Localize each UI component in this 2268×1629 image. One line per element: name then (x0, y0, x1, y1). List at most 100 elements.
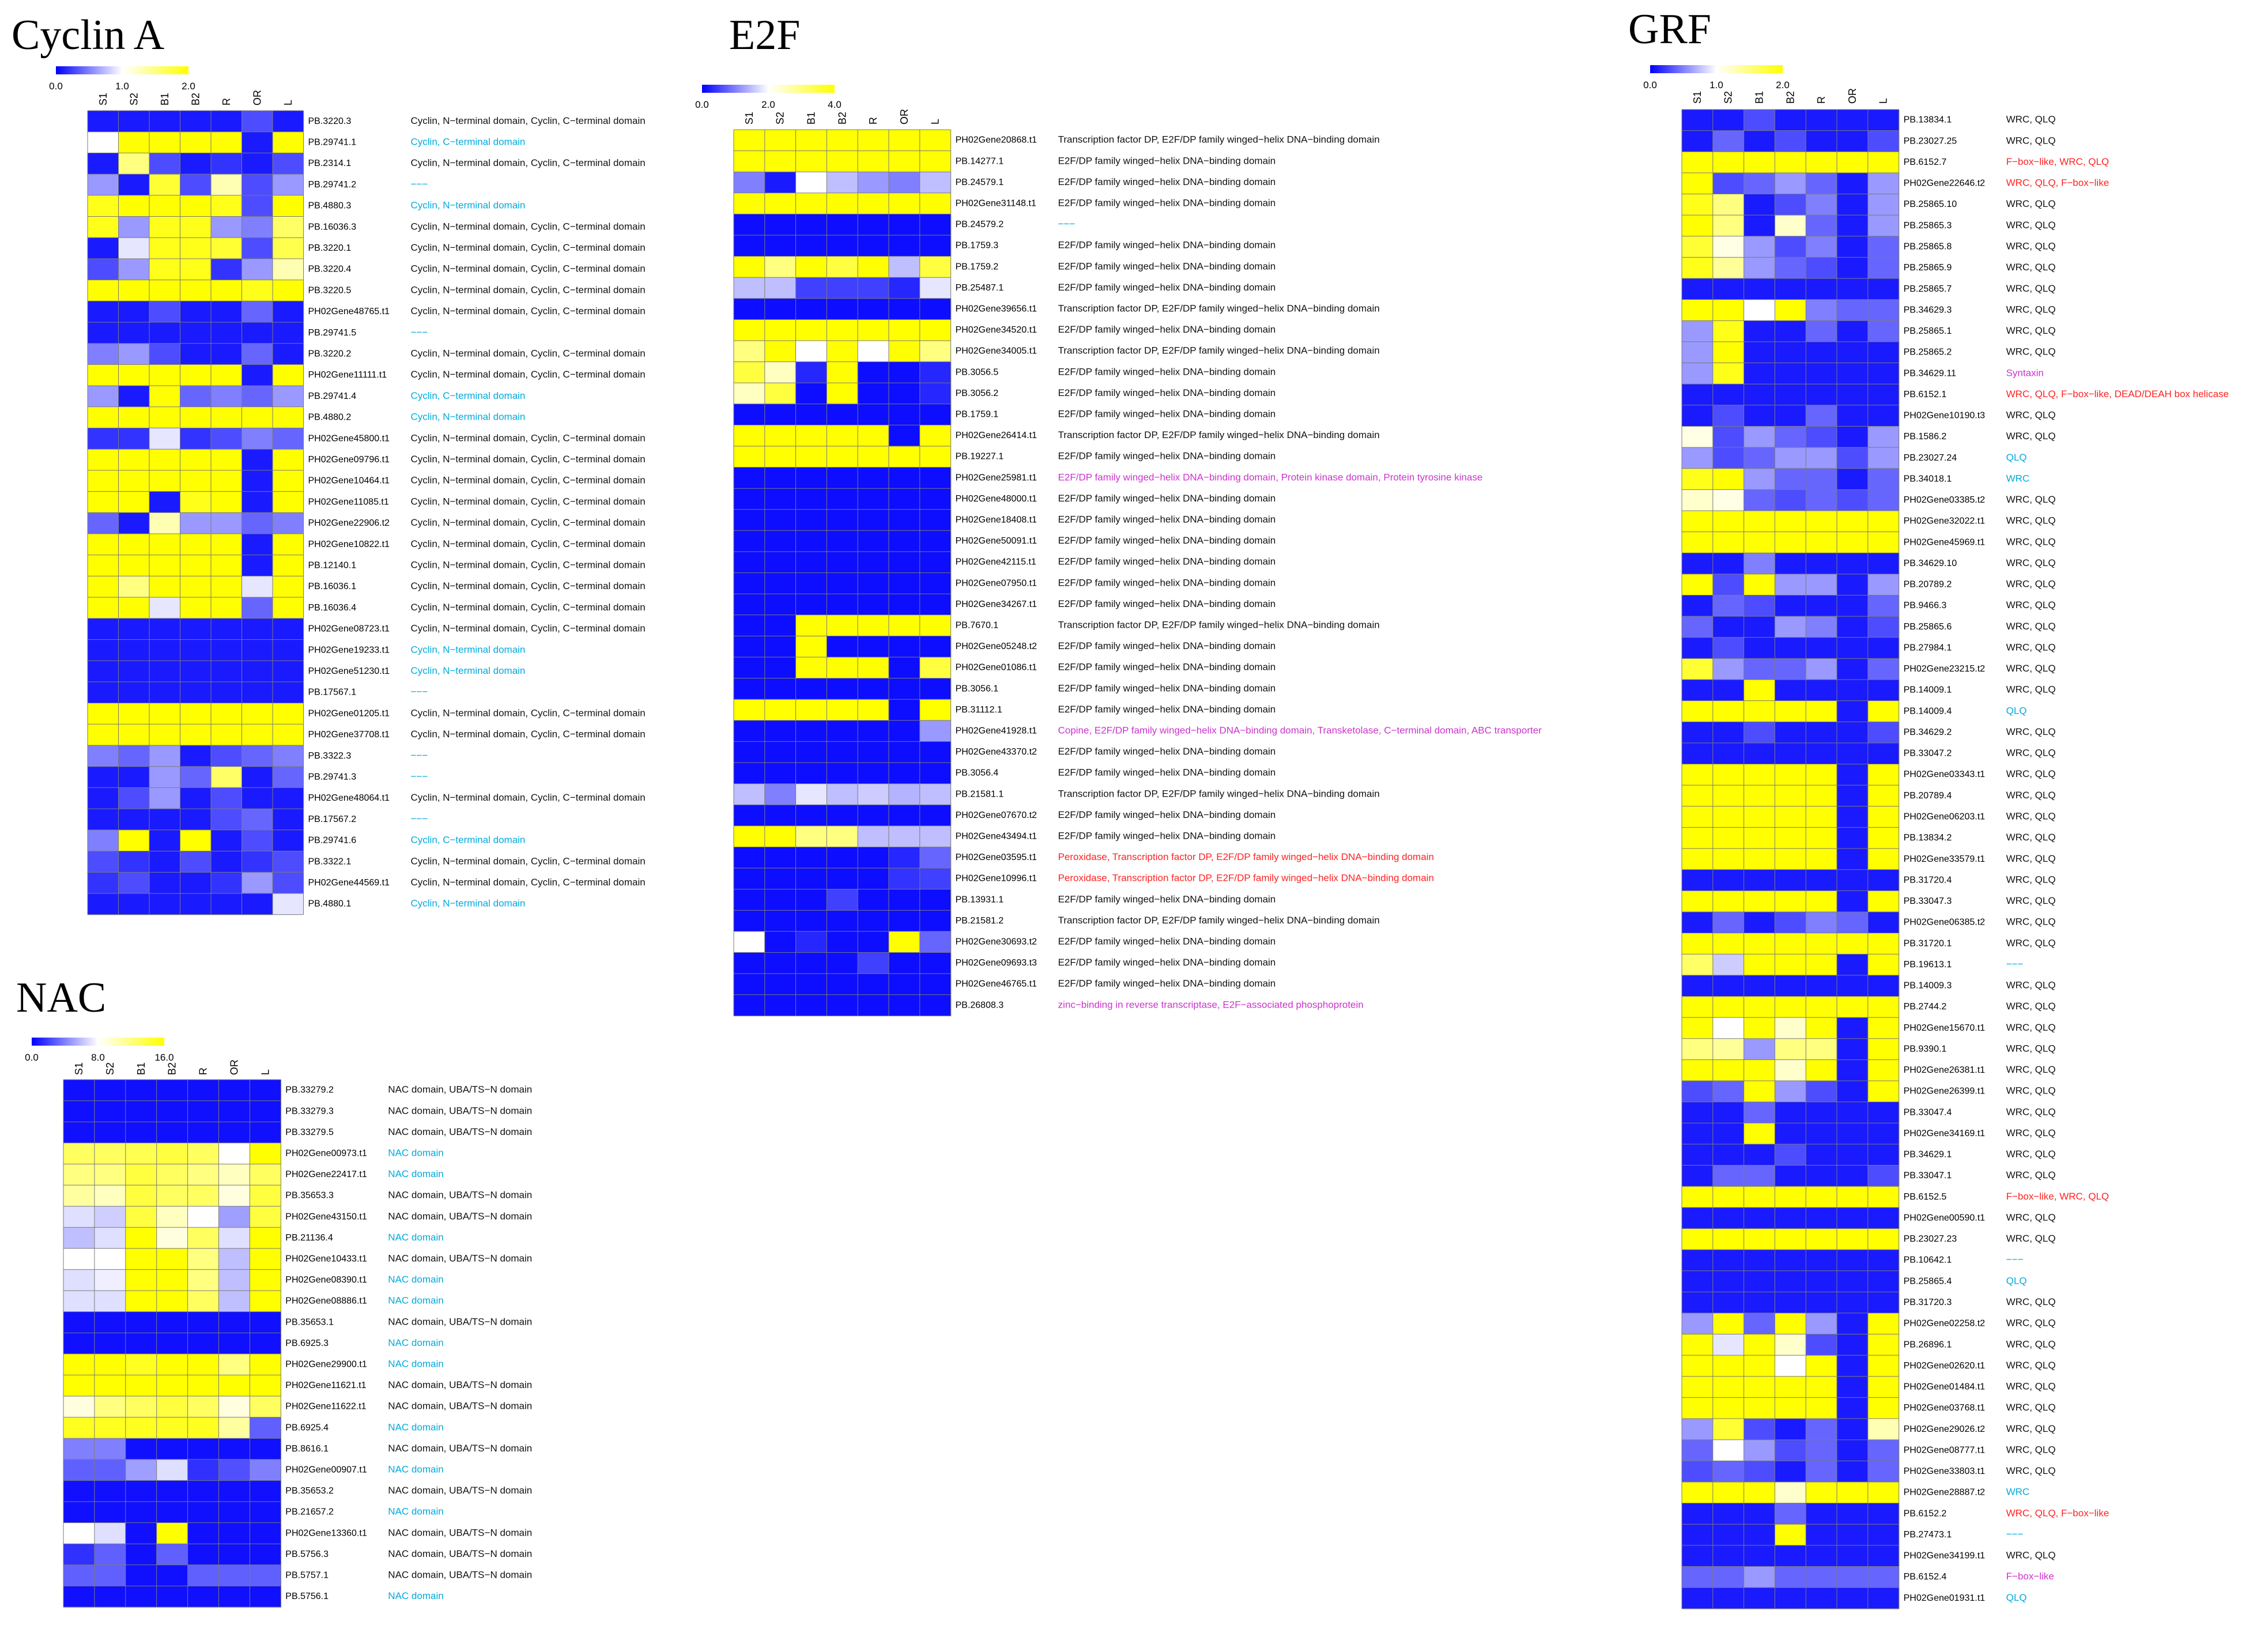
heatmap-cell (1682, 1334, 1714, 1356)
heatmap-cell (180, 809, 212, 831)
heatmap-cell (764, 488, 797, 510)
heatmap-cell (1775, 1123, 1806, 1145)
row-annotation: Cyclin, N−terminal domain, Cyclin, C−ter… (411, 855, 646, 866)
row-annotation: WRC, QLQ (2006, 1128, 2056, 1138)
heatmap-cell (764, 763, 797, 785)
heatmap-cell (919, 594, 952, 616)
heatmap-cell (1775, 405, 1806, 427)
heatmap-cell (734, 952, 765, 974)
heatmap-cell (1867, 700, 1900, 722)
heatmap-cell (764, 974, 797, 996)
heatmap-cell (1806, 595, 1837, 617)
heatmap-cell (1867, 510, 1900, 533)
row-annotation: WRC, QLQ (2006, 410, 2056, 421)
row-label: PB.27473.1 (1904, 1530, 1952, 1540)
row-annotation: WRC, QLQ (2006, 811, 2056, 822)
heatmap-cell (118, 724, 150, 746)
heatmap-cell (1744, 130, 1775, 152)
heatmap-cell (1682, 1207, 1714, 1229)
heatmap-cell (241, 661, 273, 682)
row-label: PB.29741.2 (308, 180, 357, 190)
heatmap-cell (1867, 130, 1900, 152)
heatmap-cell (1775, 489, 1806, 511)
heatmap-cell (919, 319, 952, 341)
heatmap-cell (919, 404, 952, 425)
heatmap-cell (1712, 891, 1745, 912)
heatmap-cell (858, 974, 889, 996)
row-annotation: WRC, QLQ (2006, 536, 2056, 547)
heatmap-cell (919, 974, 952, 996)
column-label: OR (899, 109, 910, 125)
row-label: PB.14277.1 (956, 156, 1004, 166)
heatmap-cell (1712, 616, 1745, 638)
heatmap-cell (88, 534, 119, 556)
row-label: PH02Gene08723.t1 (308, 624, 390, 634)
heatmap-cell (858, 256, 889, 278)
row-annotation: WRC, QLQ (2006, 220, 2056, 231)
row-label: PB.25865.10 (1904, 199, 1957, 209)
heatmap-cell (1837, 1376, 1869, 1398)
heatmap-cell (1837, 1461, 1869, 1483)
heatmap-cell (1806, 531, 1837, 553)
heatmap-cell (241, 449, 273, 471)
heatmap-cell (1837, 1123, 1869, 1145)
heatmap-cell (1744, 215, 1775, 237)
heatmap-cell (241, 597, 273, 619)
heatmap-cell (273, 681, 304, 704)
row-label: PB.26896.1 (1904, 1340, 1952, 1349)
row-annotation: NAC domain, UBA/TS−N domain (388, 1253, 532, 1264)
row-label: PH02Gene48765.t1 (308, 307, 390, 316)
heatmap-cell (1867, 384, 1900, 406)
row-annotation: −−− (411, 750, 428, 761)
heatmap-cell (1867, 1080, 1900, 1103)
heatmap-cell (273, 343, 304, 365)
row-annotation: Cyclin, N−terminal domain, Cyclin, C−ter… (411, 538, 646, 549)
heatmap-cell (1806, 1313, 1837, 1335)
legend-tick-label: 1.0 (1710, 80, 1723, 90)
heatmap-cell (1867, 891, 1900, 912)
row-label: PH02Gene25981.t1 (956, 473, 1037, 482)
heatmap-cell (858, 699, 889, 721)
row-annotation: WRC, QLQ (2006, 283, 2056, 294)
heatmap-cell (1806, 447, 1837, 469)
heatmap-cell (250, 1142, 281, 1164)
heatmap-cell (858, 341, 889, 363)
heatmap-cell (1806, 1207, 1837, 1229)
heatmap-cell (1837, 616, 1869, 638)
heatmap-cell (889, 636, 920, 658)
heatmap-cell (764, 235, 797, 257)
heatmap-cell (273, 893, 304, 915)
heatmap-cell (187, 1164, 220, 1186)
row-label: PH02Gene31148.t1 (956, 198, 1036, 208)
row-annotation: WRC, QLQ (2006, 1022, 2056, 1033)
heatmap-cell (1775, 1102, 1806, 1123)
row-annotation: WRC, QLQ (2006, 1001, 2056, 1012)
heatmap-cell (827, 699, 858, 721)
heatmap-cell (1712, 1207, 1745, 1229)
heatmap-cell (1682, 869, 1714, 891)
heatmap-cell (187, 1353, 220, 1375)
heatmap-cell (889, 868, 920, 890)
heatmap-cell (1712, 574, 1745, 596)
row-label: PB.2314.1 (308, 159, 352, 168)
heatmap-cell (1837, 384, 1869, 406)
heatmap-cell (1682, 975, 1714, 997)
heatmap-cell (1867, 1165, 1900, 1187)
heatmap-cell (63, 1080, 95, 1102)
heatmap-cell (764, 931, 797, 953)
row-annotation: E2F/DP family winged−helix DNA−binding d… (1058, 261, 1276, 272)
row-annotation: Transcription factor DP, E2F/DP family w… (1058, 619, 1380, 630)
heatmap-cell (218, 1459, 250, 1481)
heatmap-cell (1837, 299, 1869, 321)
heatmap-cell (1712, 1017, 1745, 1039)
row-label: PH02Gene43370.t2 (956, 747, 1037, 757)
row-annotation: Cyclin, N−terminal domain, Cyclin, C−ter… (411, 284, 646, 295)
heatmap-panel-cyclin-a: Cyclin A0.0 1.0 2.0S1 S2 B1 B2 R OR LPB.3220.3 Cy… (12, 12, 646, 915)
heatmap-cell (1775, 595, 1806, 617)
heatmap-cell (118, 829, 150, 852)
heatmap-cell (1806, 1228, 1837, 1250)
row-label: PB.23027.25 (1904, 136, 1957, 146)
heatmap-cell (180, 470, 212, 492)
heatmap-cell (1806, 1419, 1837, 1441)
heatmap-cell (889, 214, 920, 236)
